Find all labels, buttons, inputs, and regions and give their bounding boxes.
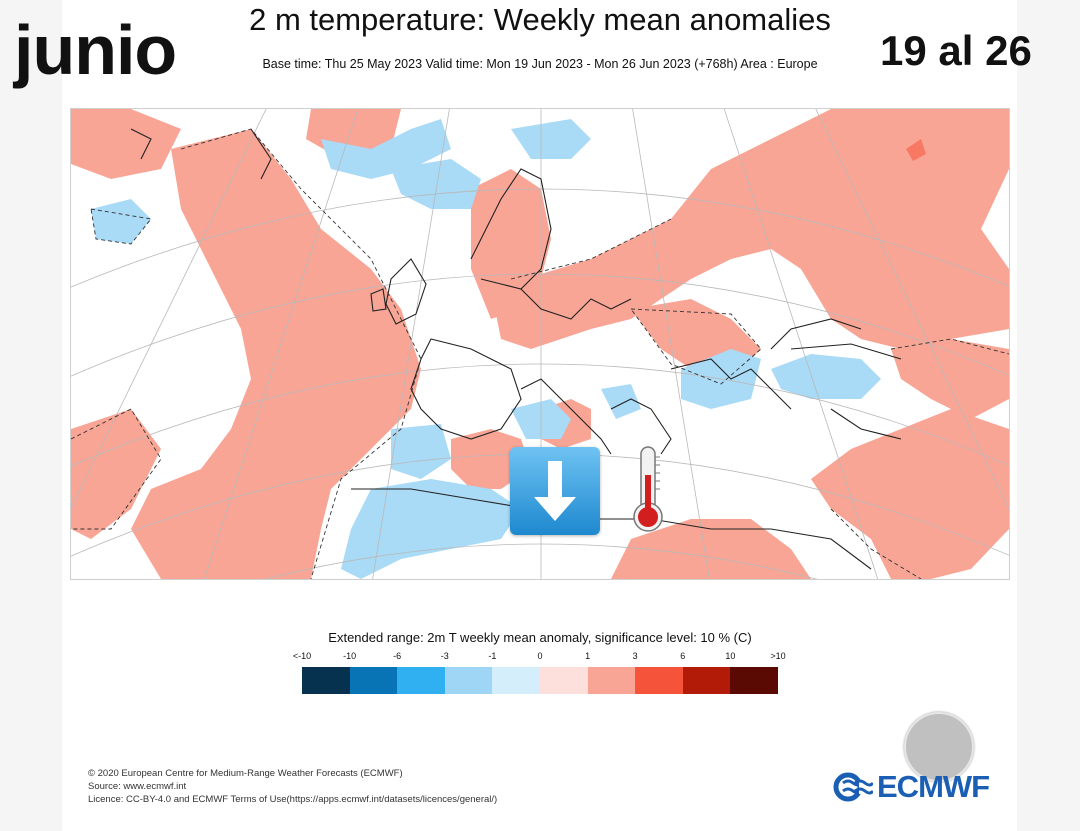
legend-swatch	[539, 667, 588, 694]
ecmwf-logo: ECMWF	[833, 769, 990, 804]
floating-circle-button[interactable]	[904, 712, 974, 782]
legend-tick: 0	[537, 651, 543, 661]
ecmwf-logo-icon	[833, 772, 873, 802]
legend-tick: <-10	[292, 651, 312, 661]
significance-contours	[71, 128, 1009, 579]
strong-warm-patch	[906, 139, 926, 161]
anomaly-map	[70, 108, 1010, 580]
down-arrow-icon	[510, 447, 600, 535]
coastlines	[130, 128, 902, 570]
source-line: Source: www.ecmwf.int	[88, 781, 187, 792]
page-subtitle: Base time: Thu 25 May 2023 Valid time: M…	[262, 57, 818, 71]
legend-tick: -1	[488, 651, 497, 661]
europe-map-svg	[71, 109, 1009, 579]
legend-swatch	[397, 667, 445, 694]
legend-tick: 10	[725, 651, 736, 661]
legend-tick: -6	[393, 651, 402, 661]
legend-swatch	[492, 667, 540, 694]
thermometer-icon	[630, 445, 666, 535]
legend-swatch	[302, 667, 350, 694]
legend-ticks: <-10 -10 -6 -3 -1 0 1 3 6 10 >10	[293, 651, 786, 665]
date-range-label: 19 al 26	[880, 27, 1032, 74]
legend-tick: -3	[440, 651, 449, 661]
legend-tick: >10	[770, 651, 786, 661]
graticule-lines	[71, 109, 1009, 579]
legend-swatch	[587, 667, 636, 694]
legend-tick: 6	[680, 651, 686, 661]
legend-tick: 3	[632, 651, 638, 661]
legend-swatch	[349, 667, 398, 694]
legend-tick: 1	[585, 651, 591, 661]
copyright-footer: © 2020 European Centre for Medium-Range …	[88, 767, 497, 806]
legend-caption: Extended range: 2m T weekly mean anomaly…	[328, 630, 752, 645]
licence-line: Licence: CC-BY-4.0 and ECMWF Terms of Us…	[88, 794, 498, 805]
legend-color-bar	[302, 667, 778, 694]
legend-tick: -10	[343, 651, 357, 661]
ecmwf-logo-text: ECMWF	[877, 769, 990, 804]
legend-swatch	[635, 667, 683, 694]
legend-swatch	[730, 667, 778, 694]
month-label: junio	[14, 11, 177, 89]
page-title: 2 m temperature: Weekly mean anomalies	[249, 2, 831, 37]
copyright-line: © 2020 European Centre for Medium-Range …	[88, 768, 403, 779]
legend-swatch	[682, 667, 731, 694]
legend-swatch	[444, 667, 493, 694]
